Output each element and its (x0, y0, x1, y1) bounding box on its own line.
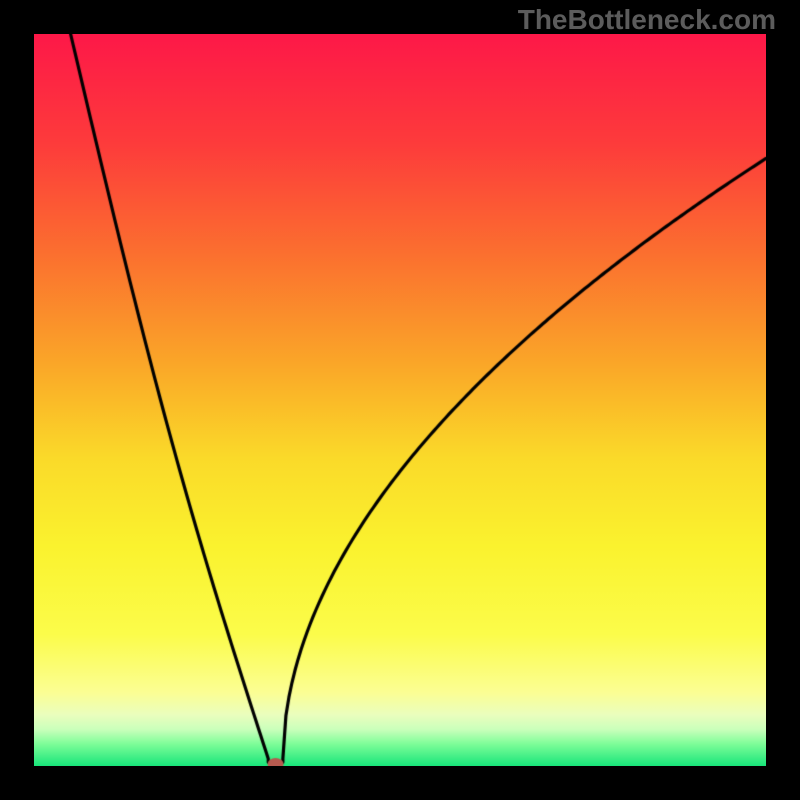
plot-area (34, 34, 766, 766)
curve-canvas (34, 34, 766, 766)
chart-container: TheBottleneck.com (0, 0, 800, 800)
watermark-text: TheBottleneck.com (518, 4, 776, 36)
